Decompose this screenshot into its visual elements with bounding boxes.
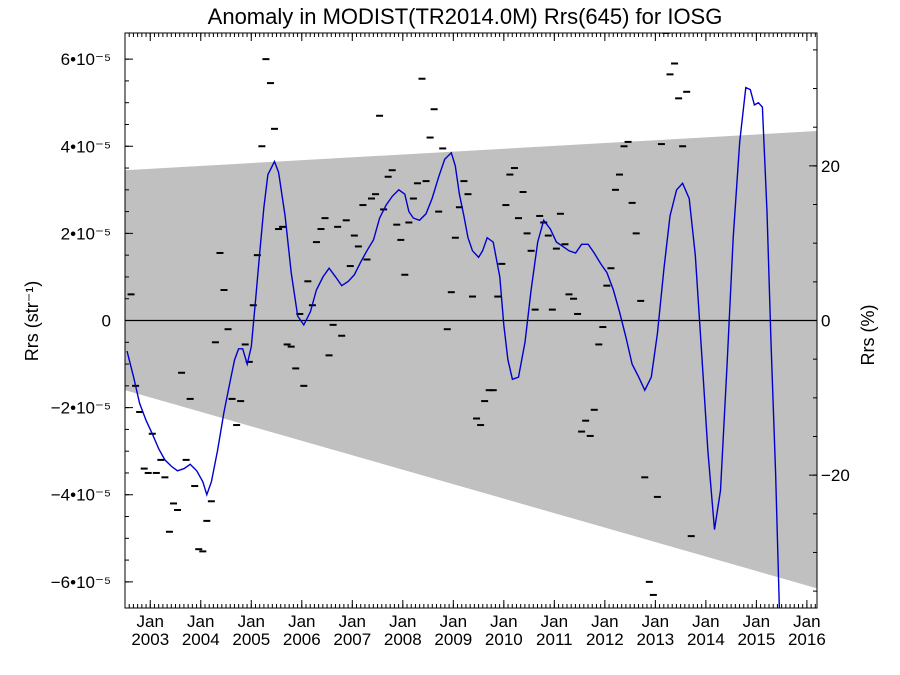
x-tick-label-month: Jan	[238, 612, 265, 631]
x-tick-label-year: 2003	[131, 630, 169, 649]
x-tick-label-month: Jan	[440, 612, 467, 631]
x-tick-label-month: Jan	[389, 612, 416, 631]
y-axis-label-right: Rrs (%)	[858, 305, 878, 366]
x-tick-label-month: Jan	[692, 612, 719, 631]
x-tick-label-year: 2006	[283, 630, 321, 649]
plot-area: 6•10⁻⁵ 4•10⁻⁵ 2•10⁻⁵ 0 −2•10⁻⁵ −4•10⁻⁵ −6•10⁻⁵…	[51, 32, 850, 649]
x-tick-label-year: 2016	[788, 630, 826, 649]
y-tick-label-left: 0	[102, 312, 111, 331]
x-tick-label-year: 2013	[636, 630, 674, 649]
y-tick-label-left: 2•10⁻⁵	[61, 224, 111, 243]
y-axis-label-left: Rrs (str⁻¹)	[22, 281, 42, 361]
x-tick-label-year: 2007	[333, 630, 371, 649]
x-tick-label-month: Jan	[793, 612, 820, 631]
x-tick-label-year: 2015	[737, 630, 775, 649]
x-tick-label-year: 2012	[586, 630, 624, 649]
x-tick-label-year: 2011	[536, 630, 573, 649]
x-tick-label-month: Jan	[288, 612, 315, 631]
x-tick-label-month: Jan	[591, 612, 618, 631]
y-tick-label-right: 20	[821, 157, 840, 176]
x-tick-label-month: Jan	[187, 612, 214, 631]
y-tick-label-left: −2•10⁻⁵	[51, 399, 111, 418]
trend-envelope-band	[125, 131, 817, 589]
smoothed-series-line	[126, 86, 781, 608]
x-tick-label-year: 2008	[384, 630, 422, 649]
y-tick-label-right: 0	[821, 312, 830, 331]
x-tick-label-year: 2014	[687, 630, 725, 649]
x-tick-label-month: Jan	[642, 612, 669, 631]
chart-title: Anomaly in MODIST(TR2014.0M) Rrs(645) fo…	[208, 4, 723, 29]
x-tick-label-month: Jan	[541, 612, 568, 631]
y-tick-label-right: −20	[821, 466, 850, 485]
y-tick-label-left: 6•10⁻⁵	[61, 50, 111, 69]
y-tick-label-left: 4•10⁻⁵	[61, 137, 111, 156]
x-tick-label-year: 2010	[485, 630, 523, 649]
x-tick-label-month: Jan	[339, 612, 366, 631]
x-tick-label-year: 2005	[232, 630, 270, 649]
plot-inner	[125, 33, 817, 608]
y-tick-label-left: −6•10⁻⁵	[51, 573, 111, 592]
x-tick-label-year: 2009	[434, 630, 472, 649]
x-tick-label-month: Jan	[743, 612, 770, 631]
x-tick-label-month: Jan	[490, 612, 517, 631]
x-tick-label-year: 2004	[182, 630, 220, 649]
y-tick-label-left: −4•10⁻⁵	[51, 486, 111, 505]
x-tick-label-month: Jan	[137, 612, 164, 631]
